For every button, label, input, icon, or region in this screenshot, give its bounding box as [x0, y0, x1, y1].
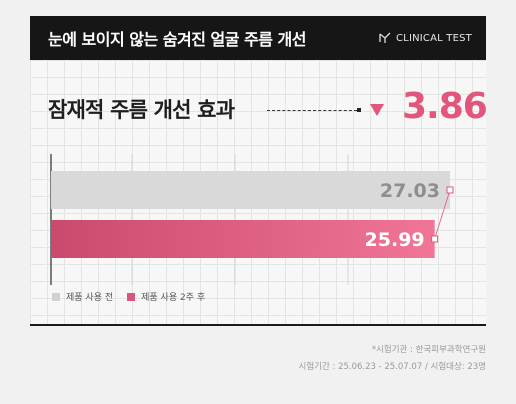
clinical-test-label: CLINICAL TEST — [396, 32, 472, 44]
bar-value-label-1: 25.99 — [365, 229, 425, 251]
footnote-period: 시험기간 : 25.06.23 - 25.07.07 / 시험대상: 23명 — [298, 362, 486, 372]
clinical-test-icon — [379, 32, 391, 43]
bar-1 — [51, 220, 435, 258]
bar-0 — [51, 171, 450, 209]
header-title: 눈에 보이지 않는 숨겨진 얼굴 주름 개선 — [48, 30, 306, 49]
bar-end-marker-0 — [446, 186, 454, 194]
legend-label-before: 제품 사용 전 — [66, 293, 114, 303]
connector-end-dot — [357, 108, 361, 112]
legend-item-after: 제품 사용 2주 후 — [127, 290, 205, 303]
legend-item-before: 제품 사용 전 — [52, 290, 113, 303]
footnote-institute: *시험기관 : 한국피부과학연구원 — [371, 345, 486, 355]
legend-swatch-after — [127, 292, 136, 301]
dashed-connector — [267, 110, 357, 111]
legend-label-after: 제품 사용 2주 후 — [141, 293, 206, 303]
chart-panel: 잠재적 주름 개선 효과 3.86 27.03 25.99 제품 사용 전 제품 … — [30, 60, 488, 326]
effect-label: 잠재적 주름 개선 효과 — [48, 98, 235, 122]
bar-value-label-0: 27.03 — [380, 180, 440, 202]
bar-chart: 27.03 25.99 — [50, 154, 454, 285]
clinical-test-badge: CLINICAL TEST — [379, 32, 472, 44]
header-bar: 눈에 보이지 않는 숨겨진 얼굴 주름 개선 CLINICAL TEST — [30, 16, 486, 60]
decrease-arrow-icon — [370, 104, 384, 116]
legend: 제품 사용 전 제품 사용 2주 후 — [52, 290, 205, 303]
bar-end-marker-1 — [431, 235, 439, 243]
legend-swatch-before — [52, 292, 60, 301]
bar-connector-line — [434, 189, 451, 240]
effect-value: 3.86 — [402, 86, 488, 127]
